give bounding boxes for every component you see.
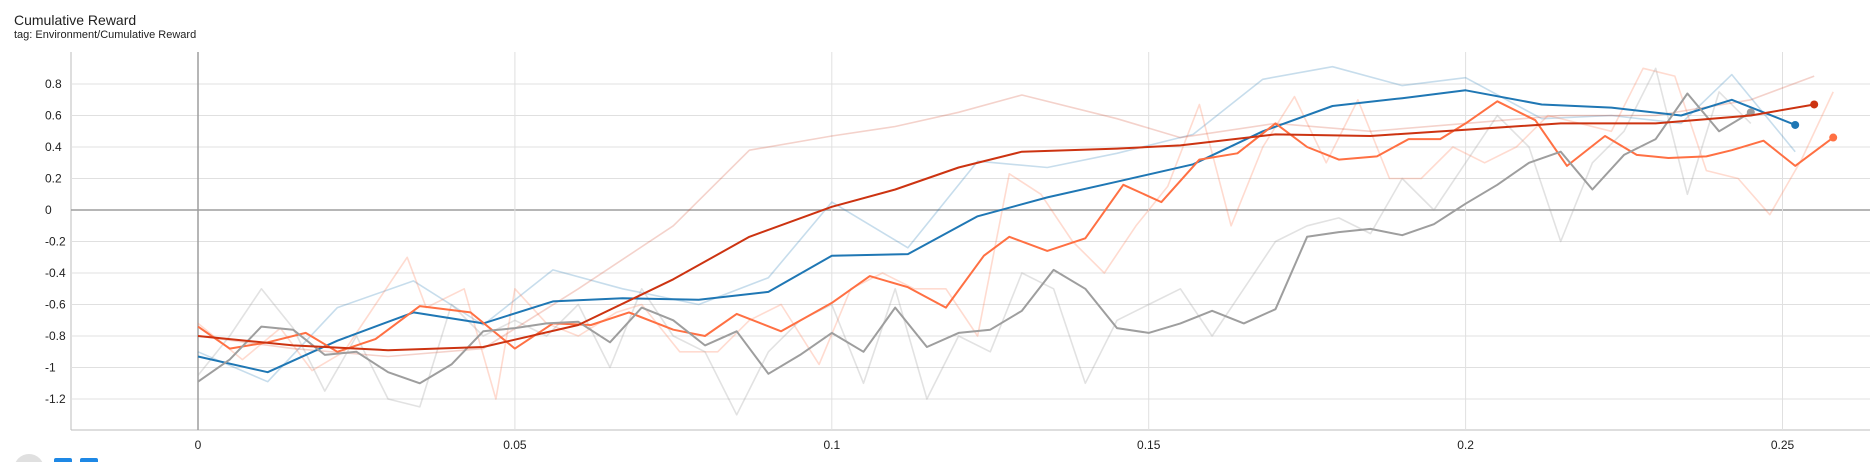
series-3-raw-line	[197, 75, 1815, 358]
series-0-end-point	[1791, 120, 1800, 129]
y-tick-label: -0.2	[45, 235, 66, 249]
x-tick-label: 0.25	[1771, 438, 1795, 452]
series-3-end-point	[1810, 100, 1819, 109]
x-tick-label: 0.2	[1457, 438, 1474, 452]
series-1-end-point	[1829, 133, 1838, 142]
y-tick-label: -1	[45, 361, 56, 375]
series-3-smoothed-line	[197, 103, 1815, 352]
y-tick-label: -0.8	[45, 329, 66, 343]
x-tick-label: 0.05	[503, 438, 527, 452]
y-tick-label: -0.6	[45, 298, 66, 312]
chart-toolbar	[14, 454, 134, 462]
y-tick-label: 0	[45, 203, 52, 217]
expand-icon[interactable]	[14, 454, 44, 462]
chart-tag: tag: Environment/Cumulative Reward	[14, 29, 197, 41]
fit-domain-button[interactable]	[54, 458, 72, 462]
y-tick-label: -0.4	[45, 266, 66, 280]
x-tick-label: 0.1	[823, 438, 840, 452]
series-0-smoothed-line	[197, 89, 1796, 374]
download-button[interactable]	[80, 458, 98, 462]
x-tick-label: 0.15	[1137, 438, 1161, 452]
y-tick-label: -1.2	[45, 392, 66, 406]
chart-title: Cumulative Reward	[14, 12, 137, 28]
series-2-smoothed-line	[197, 92, 1752, 385]
series-0-raw-line	[197, 65, 1796, 383]
y-tick-label: 0.8	[45, 77, 62, 91]
y-tick-label: 0.4	[45, 140, 62, 154]
y-tick-label: 0.6	[45, 109, 62, 123]
y-tick-label: 0.2	[45, 172, 62, 186]
x-tick-label: 0	[195, 438, 202, 452]
series-1-raw-line	[197, 67, 1834, 400]
